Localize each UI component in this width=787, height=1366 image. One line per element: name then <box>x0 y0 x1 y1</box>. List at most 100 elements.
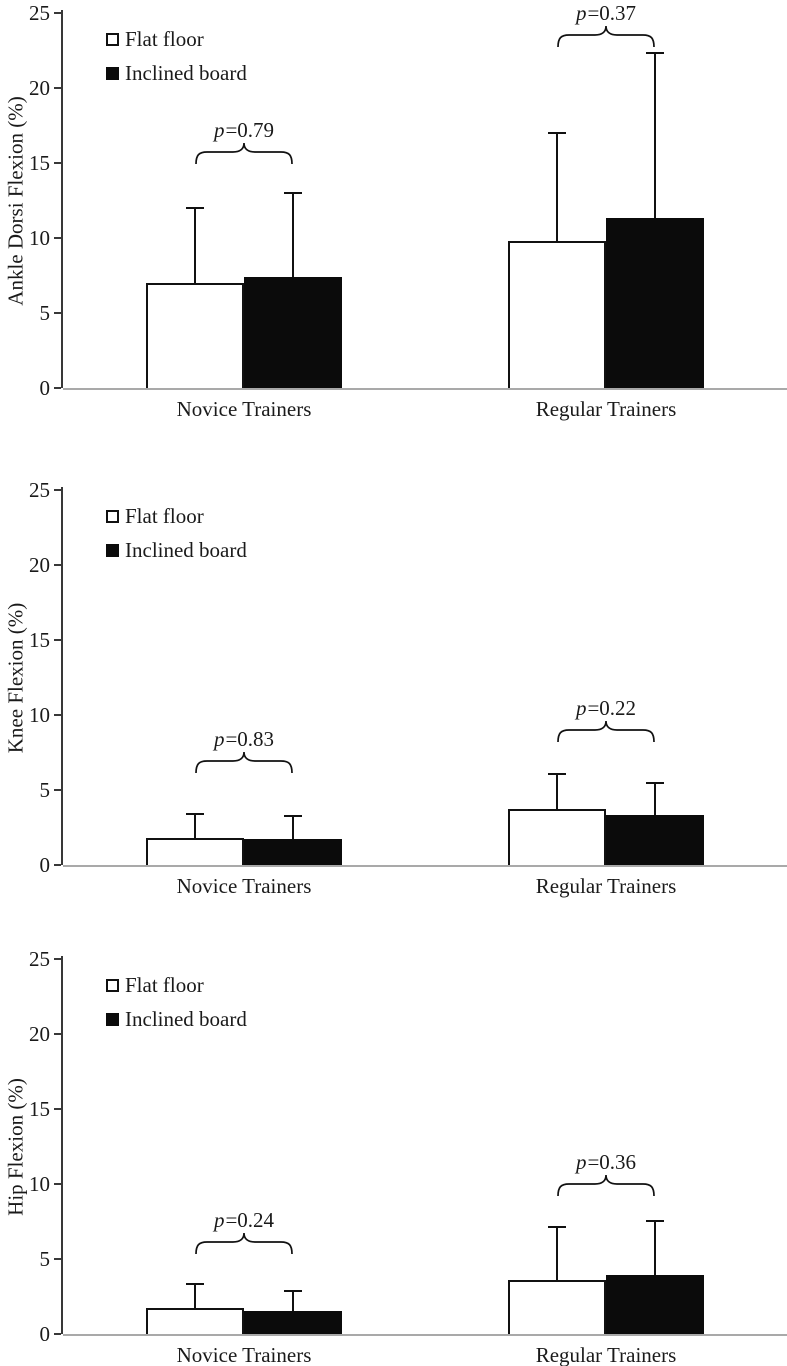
error-bar-line-flat-floor-novice-trainers <box>194 814 196 838</box>
y-axis-tick-label: 10 <box>29 226 50 250</box>
y-axis-tick <box>54 12 61 14</box>
bar-flat-floor-regular-trainers <box>508 809 606 865</box>
y-axis-tick <box>54 1258 61 1260</box>
legend-item-inclined-board: Inclined board <box>106 1006 247 1032</box>
error-bar-line-inclined-board-regular-trainers <box>654 783 656 815</box>
bar-flat-floor-regular-trainers <box>508 241 606 388</box>
y-axis-tick-label: 0 <box>39 853 51 877</box>
error-bar-cap-flat-floor-regular-trainers <box>548 773 566 775</box>
y-axis-tick-label: 25 <box>29 1 50 25</box>
y-axis-tick-label: 25 <box>29 478 50 502</box>
brace-curve <box>195 142 293 165</box>
y-axis-tick-label: 15 <box>29 151 50 175</box>
y-axis-tick-label: 10 <box>29 703 50 727</box>
x-category-label-novice-trainers: Novice Trainers <box>176 1343 312 1366</box>
y-axis-tick-label: 5 <box>39 1247 51 1271</box>
legend-swatch-filled-icon <box>106 66 119 80</box>
y-axis-tick <box>54 237 61 239</box>
chart-knee-flexion: Knee Flexion (%) 0 5 10 15 20 25 Novice Trainer… <box>0 455 787 910</box>
bar-inclined-board-regular-trainers <box>606 218 704 388</box>
legend: Flat floor Inclined board <box>106 503 247 571</box>
chart-ankle-dorsi-flexion: Ankle Dorsi Flexion (%) 0 5 10 15 20 25 Novice … <box>0 0 787 455</box>
y-axis-tick <box>54 864 61 866</box>
legend-label: Inclined board <box>125 538 247 562</box>
legend-label: Flat floor <box>125 504 204 528</box>
legend-label: Inclined board <box>125 61 247 85</box>
x-category-label-regular-trainers: Regular Trainers <box>535 397 677 421</box>
error-bar-line-inclined-board-novice-trainers <box>292 816 294 839</box>
bar-flat-floor-novice-trainers <box>146 283 244 388</box>
y-axis-tick-label: 5 <box>39 301 51 325</box>
y-axis-tick <box>54 1033 61 1035</box>
error-bar-cap-inclined-board-regular-trainers <box>646 782 664 784</box>
p-value-text: =0.79 <box>225 118 275 142</box>
p-value-label-novice-trainers: p=0.83 <box>164 726 324 752</box>
brace-novice-trainers <box>195 751 293 779</box>
y-axis-tick-label: 20 <box>29 553 50 577</box>
p-value-label-regular-trainers: p=0.22 <box>526 695 686 721</box>
p-value-label-novice-trainers: p=0.24 <box>164 1207 324 1233</box>
y-axis-tick <box>54 162 61 164</box>
bar-inclined-board-regular-trainers <box>606 815 704 865</box>
chart-hip-flexion: Hip Flexion (%) 0 5 10 15 20 25 Novice Trainers… <box>0 910 787 1366</box>
y-axis-tick <box>54 958 61 960</box>
legend-item-inclined-board: Inclined board <box>106 537 247 563</box>
bar-flat-floor-novice-trainers <box>146 1308 244 1334</box>
y-axis-tick <box>54 639 61 641</box>
bar-inclined-board-regular-trainers <box>606 1275 704 1334</box>
y-axis-tick-label: 20 <box>29 1022 50 1046</box>
bar-inclined-board-novice-trainers <box>244 1311 342 1334</box>
error-bar-line-flat-floor-novice-trainers <box>194 208 196 283</box>
error-bar-cap-flat-floor-regular-trainers <box>548 1226 566 1228</box>
y-axis-tick <box>54 789 61 791</box>
brace-curve <box>557 720 655 742</box>
y-axis-line <box>61 487 63 865</box>
brace-curve <box>195 751 293 774</box>
error-bar-line-flat-floor-regular-trainers <box>556 1227 558 1280</box>
y-axis-tick-label: 25 <box>29 947 50 971</box>
p-value-text: =0.83 <box>225 727 275 751</box>
x-axis-line <box>63 865 787 867</box>
x-category-label-novice-trainers: Novice Trainers <box>176 397 312 421</box>
legend-label: Inclined board <box>125 1007 247 1031</box>
p-value-text: =0.22 <box>587 695 637 720</box>
error-bar-cap-inclined-board-novice-trainers <box>284 192 302 194</box>
legend-item-inclined-board: Inclined board <box>106 60 247 86</box>
y-axis-tick-label: 0 <box>39 1322 51 1346</box>
error-bar-line-flat-floor-regular-trainers <box>556 133 558 241</box>
y-axis-tick <box>54 1183 61 1185</box>
p-value-text: =0.36 <box>587 1149 637 1174</box>
p-symbol: p <box>213 727 225 751</box>
bar-inclined-board-novice-trainers <box>244 277 342 388</box>
p-value-text: =0.37 <box>587 1 637 25</box>
error-bar-cap-inclined-board-novice-trainers <box>284 815 302 817</box>
y-axis-line <box>61 956 63 1334</box>
y-axis-tick <box>54 312 61 314</box>
legend: Flat floor Inclined board <box>106 26 247 94</box>
brace-curve <box>557 1174 655 1196</box>
y-axis-line <box>61 10 63 388</box>
p-value-label-novice-trainers: p=0.79 <box>164 117 324 143</box>
error-bar-line-inclined-board-regular-trainers <box>654 1221 656 1275</box>
error-bar-cap-flat-floor-novice-trainers <box>186 1283 204 1285</box>
p-symbol: p <box>575 695 587 720</box>
y-axis-title: Knee Flexion (%) <box>3 602 28 753</box>
y-axis-title: Ankle Dorsi Flexion (%) <box>3 95 28 306</box>
x-axis-line <box>63 388 787 390</box>
y-axis-tick-label: 15 <box>29 1097 50 1121</box>
y-axis-tick <box>54 387 61 389</box>
y-axis-tick-label: 10 <box>29 1172 50 1196</box>
legend-label: Flat floor <box>125 27 204 51</box>
p-symbol: p <box>575 1149 587 1174</box>
brace-regular-trainers <box>557 720 655 748</box>
y-axis-tick <box>54 1333 61 1335</box>
x-axis-line <box>63 1334 787 1336</box>
error-bar-line-flat-floor-novice-trainers <box>194 1284 196 1308</box>
error-bar-cap-flat-floor-novice-trainers <box>186 813 204 815</box>
y-axis-tick-label: 5 <box>39 778 51 802</box>
brace-curve <box>195 1232 293 1255</box>
brace-novice-trainers <box>195 1232 293 1260</box>
p-value-label-regular-trainers: p=0.37 <box>526 0 686 26</box>
bar-flat-floor-regular-trainers <box>508 1280 606 1334</box>
